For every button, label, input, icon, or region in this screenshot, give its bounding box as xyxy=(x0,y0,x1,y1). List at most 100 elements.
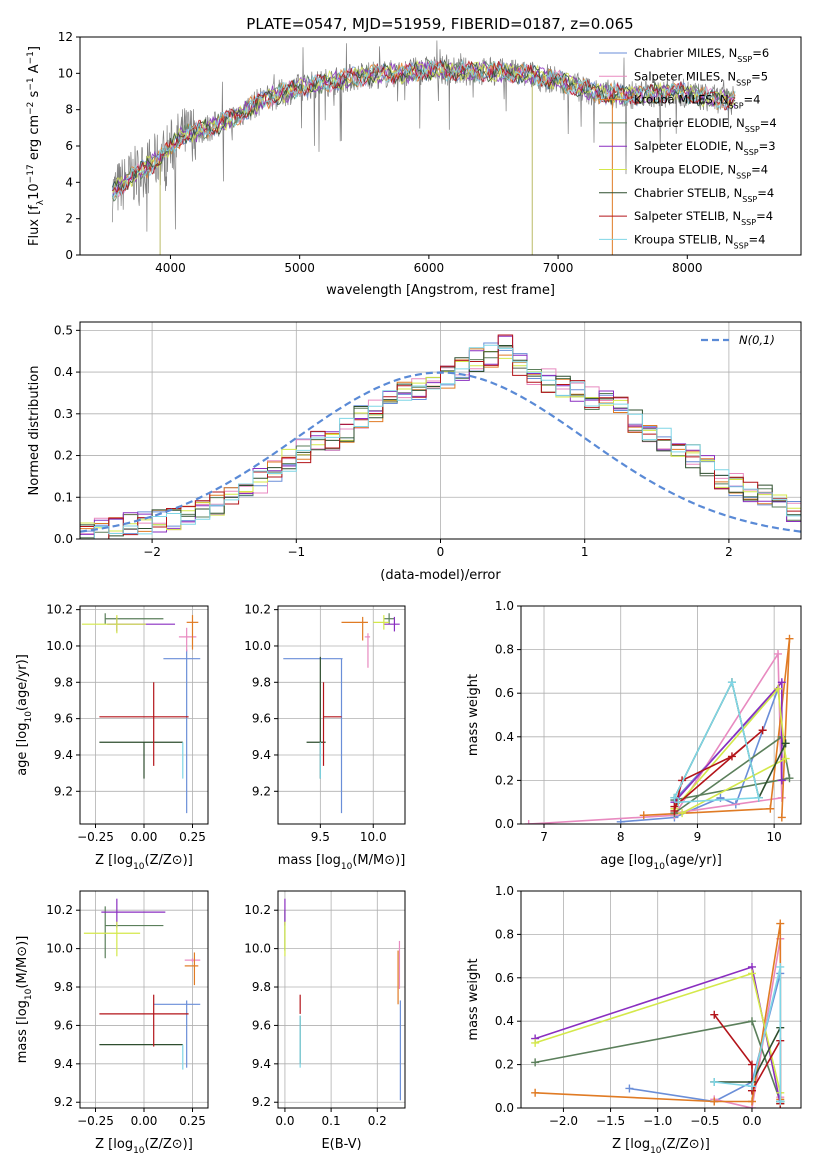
y-tick-label: 9.8 xyxy=(252,980,271,994)
axes-frame xyxy=(520,605,802,825)
label-part: Z [log xyxy=(95,853,133,868)
legend-nssp: =3 xyxy=(759,139,776,153)
series-marker xyxy=(747,1017,756,1026)
series-path xyxy=(643,638,791,818)
label-part: 10 xyxy=(133,862,145,872)
series-marker xyxy=(727,752,736,761)
x-tick-label: 7 xyxy=(540,830,548,844)
x-tick-label: 9.5 xyxy=(311,830,330,844)
series-marker xyxy=(625,1084,634,1093)
errorbar-point xyxy=(306,656,326,779)
legend-sub: SSP xyxy=(744,148,759,157)
y-tick-label: 2 xyxy=(65,212,73,226)
series-marker xyxy=(747,1060,756,1069)
legend-nssp: =4 xyxy=(749,232,766,246)
errorbar-point xyxy=(99,994,189,1047)
series-marker xyxy=(747,1097,756,1106)
histogram-step xyxy=(80,334,801,539)
y-axis-label: mass weight xyxy=(466,674,481,756)
series-marker xyxy=(758,726,767,735)
y-tick-label: 0.2 xyxy=(495,773,514,787)
grid xyxy=(80,606,208,824)
series-line xyxy=(710,1010,785,1108)
panel-age-vs-mass: 9.5 10.0 9.2 9.4 9.6 9.8 10.0 10.2 mass [log10(M… xyxy=(244,603,406,872)
legend-nssp: =4 xyxy=(757,186,774,200)
panel-massweight-vs-z: −2.0 −1.5 −1.0 −0.5 0.0 0.0 0.2 0.4 0.6 0.8 1.0 Z [… xyxy=(466,884,802,1156)
label-part: (M/M⊙)] xyxy=(15,936,30,989)
series-marker xyxy=(754,793,763,802)
legend-entry: Salpeter STELIB, NSSP=4 xyxy=(634,209,773,227)
label-part: mass [log xyxy=(15,1000,30,1063)
legend-model: Salpeter MILES, N xyxy=(634,69,736,83)
y-tick-label: 9.2 xyxy=(252,784,271,798)
y-axis-label: mass [log10(M/M⊙)] xyxy=(15,936,34,1064)
x-tick-label: 10 xyxy=(767,830,782,844)
errorbar-point xyxy=(81,615,146,634)
y-tick-label: 0.2 xyxy=(54,449,73,463)
legend-nssp: =4 xyxy=(751,163,768,177)
y-axis-label: Normed distribution xyxy=(27,366,42,496)
x-tick-label: 0.00 xyxy=(131,830,158,844)
label-part: (Z/Z⊙)] xyxy=(145,1137,193,1152)
y-tick-label: 1.0 xyxy=(495,599,514,613)
errorbar-point xyxy=(184,958,201,963)
errorbar-point xyxy=(178,627,197,652)
x-tick-label: −1 xyxy=(287,545,305,559)
y-tick-label: 9.4 xyxy=(54,1057,73,1071)
series-line xyxy=(524,649,786,824)
model-fit-line xyxy=(111,59,736,191)
y-label-part: −17 xyxy=(26,164,36,183)
plot-area xyxy=(283,613,400,814)
series-path xyxy=(714,966,782,1102)
y-tick-label: 10.0 xyxy=(46,639,73,653)
legend-entry: N(0,1) xyxy=(739,333,775,347)
errorbar-point xyxy=(186,615,199,650)
series-marker xyxy=(639,811,648,820)
y-label-part: −1 xyxy=(26,51,36,64)
y-tick-label: 10.2 xyxy=(46,603,73,617)
x-tick-label: 0.1 xyxy=(322,1114,341,1128)
plot-area xyxy=(111,40,736,255)
errorbar-point xyxy=(163,649,201,814)
label-part: age [log xyxy=(600,853,653,868)
series-line xyxy=(670,726,767,815)
x-tick-label: 0.0 xyxy=(275,1114,294,1128)
y-axis-label: age [log10(age/yr)] xyxy=(15,654,34,776)
legend-entry: Chabrier ELODIE, NSSP=4 xyxy=(634,116,777,133)
x-tick-label: 10.0 xyxy=(360,830,387,844)
x-tick-label: 8 xyxy=(617,830,625,844)
legend-model: Kroupa STELIB, N xyxy=(634,232,734,246)
label-part: (age/yr)] xyxy=(665,853,722,868)
y-tick-label: 10.2 xyxy=(244,603,271,617)
plot-area xyxy=(524,634,794,824)
legend-entry: Kroupa STELIB, NSSP=4 xyxy=(634,232,765,250)
x-tick-label: −2 xyxy=(143,545,161,559)
legend-model: Kroupa MILES, N xyxy=(634,93,729,107)
y-tick-label: 9.6 xyxy=(54,712,73,726)
histogram-step xyxy=(80,344,801,539)
x-tick-label: 4000 xyxy=(155,261,186,275)
legend-sub: SSP xyxy=(745,124,760,133)
legend-sub: SSP xyxy=(741,218,756,227)
x-axis-label: Z [log10(Z/Z⊙)] xyxy=(95,853,193,872)
errorbar-point xyxy=(364,633,371,668)
plot-area xyxy=(81,613,201,814)
y-tick-label: 0.4 xyxy=(54,365,73,379)
series-marker xyxy=(777,813,786,822)
legend-entry: Kroupa ELODIE, NSSP=4 xyxy=(634,163,768,181)
errorbar-point xyxy=(99,741,183,779)
x-tick-label: −0.25 xyxy=(77,1114,114,1128)
label-part: (M/M⊙)] xyxy=(352,853,405,868)
x-tick-label: 0.00 xyxy=(131,1114,158,1128)
legend-entry: Salpeter ELODIE, NSSP=3 xyxy=(634,139,776,157)
legend-sub: SSP xyxy=(729,101,744,110)
legend-sub: SSP xyxy=(742,194,757,203)
legend-nssp: =4 xyxy=(756,209,773,223)
y-tick-label: 0.0 xyxy=(495,817,514,831)
label-part: 10 xyxy=(650,1146,662,1156)
series-marker xyxy=(710,1097,719,1106)
axes-frame xyxy=(277,890,406,1109)
legend-sub: SSP xyxy=(737,55,752,64)
series-marker xyxy=(781,739,790,748)
